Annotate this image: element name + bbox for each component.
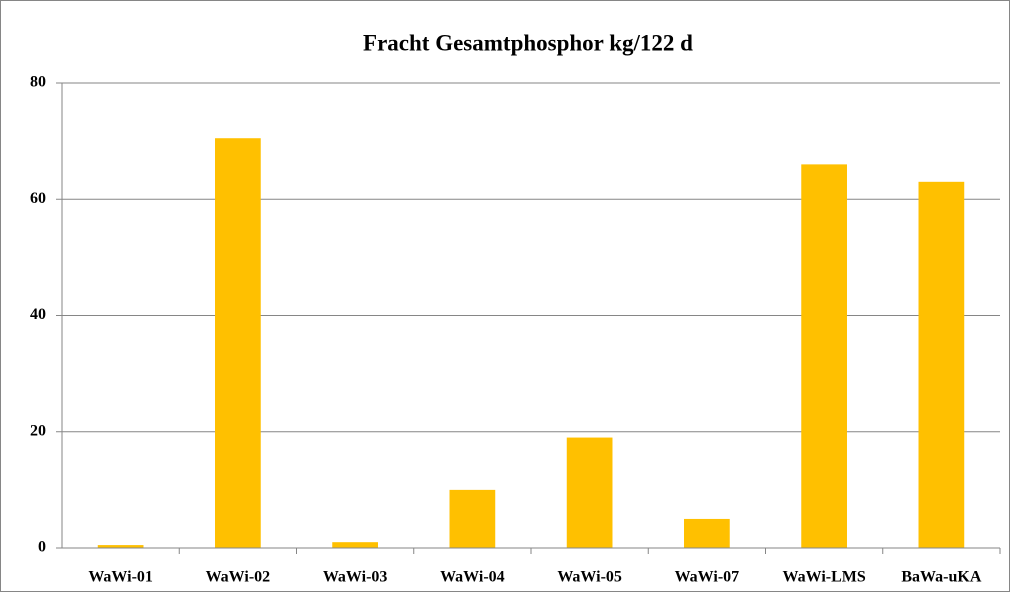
x-tick-label: WaWi-05 [557,569,622,586]
bar [566,437,613,548]
y-tick-label: 20 [30,422,46,439]
x-tick-label: WaWi-LMS [782,569,865,586]
y-tick-label: 0 [38,539,46,556]
bar [918,181,965,548]
bar [332,542,378,548]
x-tick-label: WaWi-03 [323,569,388,586]
bar [449,489,496,548]
y-tick-label: 40 [30,306,46,323]
chart-title: Fracht Gesamtphosphor kg/122 d [363,30,693,55]
y-tick-label: 80 [30,74,46,91]
bar [97,545,144,548]
x-tick-label: BaWa-uKA [901,569,981,586]
x-tick-label: WaWi-07 [675,569,740,586]
bar [684,518,730,548]
bar [215,138,261,548]
x-tick-label: WaWi-02 [206,569,271,586]
y-tick-label: 60 [30,190,46,207]
bar [801,164,847,548]
x-tick-label: WaWi-04 [440,569,505,586]
x-tick-label: WaWi-01 [88,569,153,586]
